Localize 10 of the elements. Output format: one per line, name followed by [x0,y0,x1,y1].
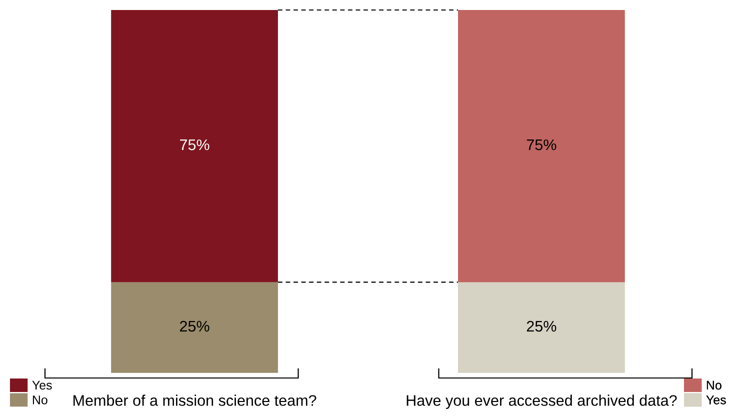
legend-label: No [32,396,48,404]
x-tick-label: Have you ever accessed archived data? [406,394,677,409]
data-label: 75% [526,139,556,150]
x-tick-label: Member of a mission science team? [74,394,316,406]
legend-label: Yes [706,396,726,404]
legend-label: No [706,380,722,390]
data-label: 75% [180,139,210,150]
data-label: 25% [180,320,210,332]
legend-label: Yes [32,380,52,390]
data-label: 25% [526,320,556,332]
